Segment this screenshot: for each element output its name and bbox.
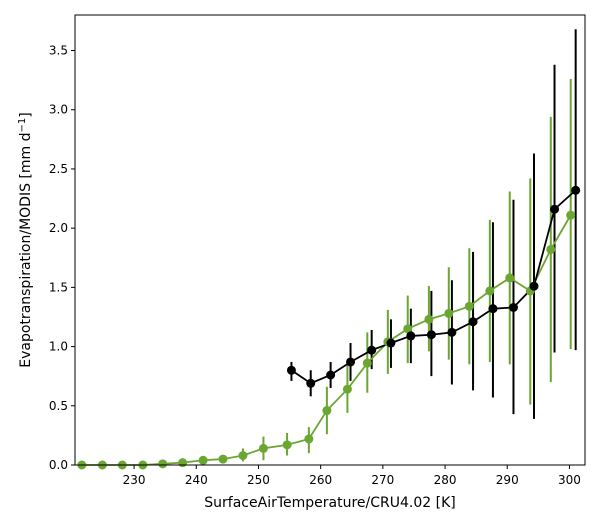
data-point <box>198 455 208 465</box>
data-point <box>571 185 581 195</box>
y-axis-label-superscript: −1 <box>17 118 28 133</box>
y-tick-label: 1.5 <box>49 280 68 294</box>
data-point <box>424 314 434 324</box>
data-point <box>447 327 457 337</box>
y-tick-label: 1.0 <box>49 340 68 354</box>
y-tick-label: 0.5 <box>49 399 68 413</box>
data-point <box>326 370 336 380</box>
x-axis-ticks: 230 240 250 260 270 280 290 300 <box>123 465 581 487</box>
data-point <box>403 324 413 334</box>
data-point <box>529 281 539 291</box>
data-point <box>218 454 228 464</box>
x-tick-label: 300 <box>558 473 581 487</box>
data-point <box>158 459 168 469</box>
x-tick-label: 280 <box>434 473 457 487</box>
data-point <box>550 204 560 214</box>
error-bars <box>101 29 577 465</box>
data-point <box>566 210 576 220</box>
x-tick-label: 260 <box>309 473 332 487</box>
data-point <box>362 358 372 368</box>
y-tick-label: 2.5 <box>49 162 68 176</box>
series-lines <box>81 189 577 466</box>
data-point <box>286 365 296 375</box>
data-point <box>258 443 268 453</box>
plot-frame <box>74 14 586 466</box>
x-tick-label: 230 <box>123 473 146 487</box>
data-point <box>322 406 332 416</box>
series-points <box>77 185 581 470</box>
y-axis-label-suffix: ] <box>18 112 34 117</box>
data-point <box>488 304 498 314</box>
data-point <box>546 244 556 254</box>
data-point <box>282 440 292 450</box>
data-point <box>508 303 518 312</box>
y-axis-ticks: 0.0 0.5 1.0 1.5 2.0 2.5 3.0 3.5 <box>49 44 75 472</box>
data-point <box>386 338 396 348</box>
y-axis-label-main: Evapotranspiration/MODIS [mm d <box>18 133 34 368</box>
data-point <box>464 301 474 311</box>
data-point <box>306 378 316 388</box>
data-point <box>406 331 416 341</box>
y-tick-label: 2.0 <box>49 221 68 235</box>
y-axis-label: Evapotranspiration/MODIS [mm d−1] <box>17 112 34 367</box>
x-axis-label: SurfaceAirTemperature/CRU4.02 [K] <box>204 495 455 511</box>
data-point <box>505 273 515 283</box>
y-tick-label: 3.5 <box>49 44 68 58</box>
y-tick-label: 0.0 <box>49 458 68 472</box>
x-tick-label: 270 <box>371 473 394 487</box>
data-point <box>367 345 377 355</box>
data-point <box>485 286 495 296</box>
y-tick-label: 3.0 <box>49 103 68 117</box>
x-tick-label: 290 <box>496 473 519 487</box>
data-point <box>346 357 356 367</box>
data-point <box>178 458 188 468</box>
data-point <box>238 451 248 461</box>
data-point <box>304 434 314 444</box>
data-point <box>444 308 454 318</box>
x-tick-label: 250 <box>247 473 270 487</box>
data-point <box>468 317 478 327</box>
data-point <box>342 384 352 394</box>
x-tick-label: 240 <box>185 473 208 487</box>
data-point <box>426 330 436 340</box>
